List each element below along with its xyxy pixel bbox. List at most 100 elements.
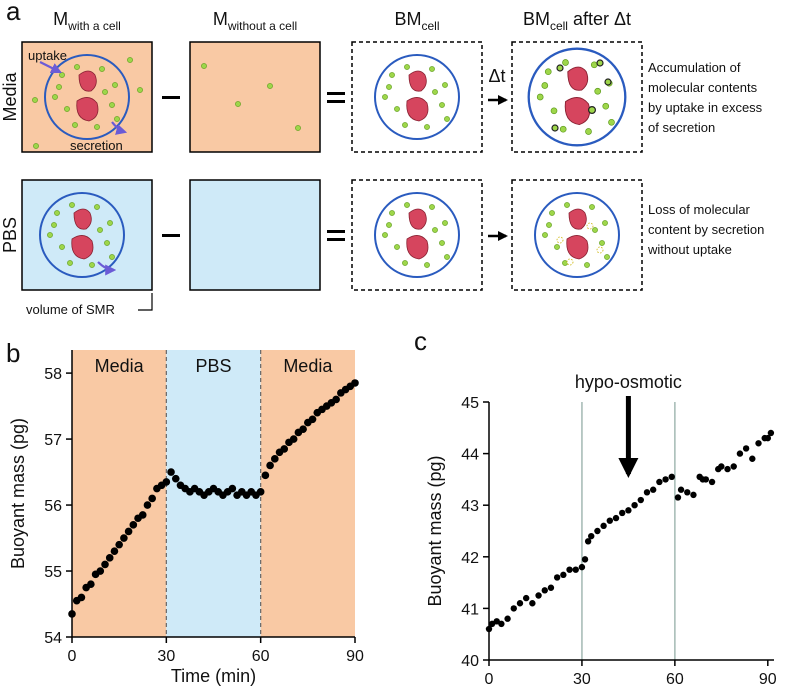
arrow	[97, 261, 117, 276]
data-point	[228, 484, 237, 493]
data-point	[625, 507, 632, 514]
data-point	[718, 463, 725, 470]
y-tick-label: 54	[44, 630, 62, 647]
data-point	[631, 502, 638, 509]
equals	[327, 92, 345, 95]
data-point	[124, 527, 133, 536]
label: volume of SMR	[26, 302, 115, 317]
data-point	[115, 540, 123, 549]
data-point	[510, 605, 517, 612]
region-label: PBS	[195, 356, 231, 376]
data-point	[674, 494, 682, 501]
panel-label: c	[414, 326, 427, 356]
data-point	[541, 587, 548, 594]
y-axis-label: Buoyant mass (pg)	[8, 418, 28, 569]
bracket	[138, 293, 153, 311]
x-tick-label: 30	[157, 648, 175, 665]
equals	[327, 230, 345, 233]
label: Δt	[488, 66, 505, 86]
data-point	[566, 566, 573, 573]
box	[511, 41, 643, 153]
column-header: BMcell	[394, 9, 439, 33]
data-point	[493, 618, 500, 625]
data-point	[553, 574, 561, 581]
data-point	[351, 379, 359, 387]
annotation: hypo-osmotic	[575, 372, 682, 392]
minus	[162, 96, 180, 99]
data-point	[485, 625, 493, 633]
data-point	[588, 532, 595, 540]
data-point	[110, 547, 119, 556]
data-point	[708, 478, 716, 486]
data-point	[162, 478, 171, 486]
data-point	[547, 584, 555, 591]
box	[21, 179, 153, 291]
data-point	[690, 491, 697, 499]
data-point	[299, 425, 307, 433]
y-tick-label: 55	[44, 564, 62, 581]
data-point	[730, 463, 737, 470]
data-point	[68, 610, 76, 618]
data-point	[266, 461, 274, 470]
note: by uptake in excess	[648, 100, 763, 115]
x-tick-label: 60	[252, 648, 270, 665]
x-tick-label: 90	[759, 671, 777, 688]
data-point	[649, 486, 657, 493]
y-tick-label: 57	[44, 432, 62, 449]
note: content by secretion	[648, 222, 764, 237]
data-point	[584, 538, 592, 545]
data-point	[167, 468, 175, 476]
region	[72, 350, 167, 637]
x-tick-label: 0	[485, 671, 494, 688]
data-point	[516, 600, 524, 607]
data-point	[572, 566, 579, 573]
x-tick-label: 30	[573, 671, 591, 688]
data-point	[612, 514, 620, 522]
column-header: Mwithout a cell	[213, 9, 297, 33]
data-point	[138, 511, 147, 519]
data-point	[280, 445, 289, 453]
label: secretion	[70, 138, 123, 153]
data-point	[308, 415, 317, 424]
data-point	[581, 556, 589, 563]
data-point	[332, 395, 340, 404]
data-point	[767, 429, 775, 437]
data-point	[662, 476, 669, 483]
data-point	[643, 489, 651, 496]
data-point	[101, 560, 109, 569]
data-point	[261, 471, 270, 480]
arrow	[39, 61, 62, 73]
equals	[327, 100, 345, 103]
note: without uptake	[647, 242, 732, 257]
row-label: PBS	[0, 217, 20, 253]
data-point	[488, 620, 496, 628]
data-point	[749, 455, 756, 462]
cell	[529, 49, 626, 146]
data-point	[702, 476, 710, 483]
box	[351, 179, 483, 291]
data-point	[755, 440, 762, 447]
data-point	[129, 521, 138, 529]
dots	[551, 59, 612, 132]
column-header: Mwith a cell	[53, 9, 121, 33]
data-point	[289, 435, 298, 443]
note: molecular contents	[648, 80, 758, 95]
panel-a: uptake secretion Δt volume of SMR Mwith …	[0, 9, 643, 317]
column-header: BMcell after Δt	[523, 9, 631, 33]
data-point	[594, 527, 601, 535]
region-label: Media	[283, 356, 333, 376]
data-point	[736, 450, 744, 457]
equals	[327, 238, 345, 241]
box	[189, 179, 321, 291]
y-tick-label: 44	[461, 447, 479, 464]
label: uptake	[28, 48, 67, 63]
data-point	[619, 509, 626, 517]
dots	[201, 63, 301, 131]
note: of secretion	[648, 120, 715, 135]
note: Loss of molecular	[648, 202, 751, 217]
x-tick-label: 0	[68, 648, 77, 665]
data-point	[764, 434, 772, 442]
x-tick-label: 90	[346, 648, 364, 665]
data-point	[578, 563, 586, 571]
